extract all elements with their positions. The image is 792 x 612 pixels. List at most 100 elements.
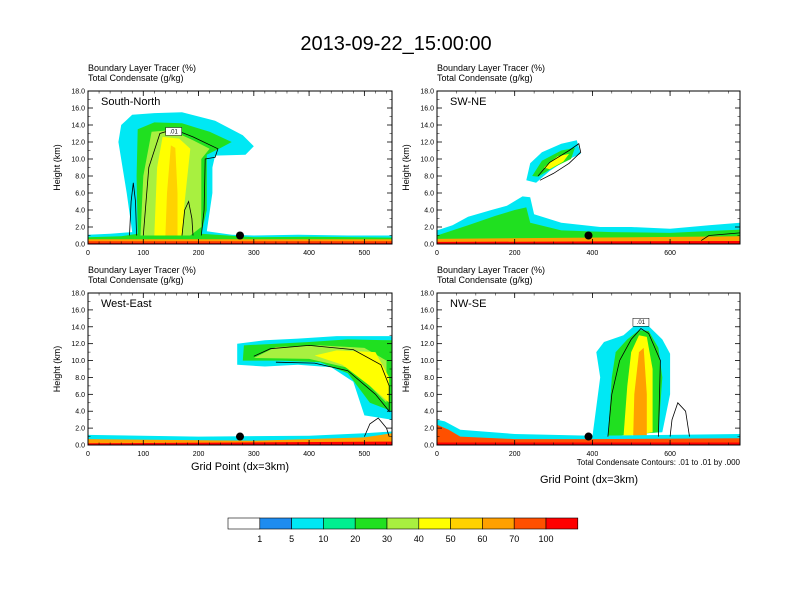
panel-title-line1: Boundary Layer Tracer (%)	[88, 265, 196, 275]
figure-title: 2013-09-22_15:00:00	[300, 33, 491, 55]
condensate-contour	[253, 344, 390, 413]
condensate-contour	[364, 417, 390, 437]
tracer-layer	[314, 350, 390, 403]
panel-name: NW-SE	[450, 298, 486, 310]
y-tick-label: 18.0	[420, 89, 434, 96]
y-tick-label: 6.0	[424, 392, 434, 399]
colorbar-swatch	[545, 517, 579, 530]
x-tick-label: 400	[303, 250, 315, 257]
location-marker	[236, 231, 244, 240]
colorbar-label: 50	[446, 534, 456, 544]
colorbar-swatch	[513, 517, 547, 530]
colorbar-swatch	[227, 517, 261, 530]
y-tick-label: 4.0	[75, 208, 85, 215]
y-tick-label: 16.0	[71, 307, 85, 314]
x-tick-label: 500	[359, 250, 371, 257]
x-tick-label: 300	[248, 451, 260, 458]
y-tick-label: 8.0	[424, 174, 434, 181]
panel-south-north: .01 0 100 200 300 400 500 0.0 2.0 4.0 6.0 8.0 10.0 12…	[52, 63, 393, 257]
y-tick-label: 18.0	[420, 291, 434, 298]
y-tick-label: 12.0	[71, 341, 85, 348]
colorbar-label: 40	[414, 534, 424, 544]
panel-title-line2: Total Condensate (g/kg)	[437, 73, 533, 83]
contour-note: Total Condensate Contours: .01 to .01 by…	[577, 458, 741, 467]
contour-label-box	[165, 127, 182, 136]
y-tick-label: 2.0	[75, 426, 85, 433]
tracer-layer	[437, 207, 740, 244]
y-tick-label: 4.0	[424, 409, 434, 416]
y-tick-label: 16.0	[420, 106, 434, 113]
condensate-contour	[669, 402, 690, 437]
panel-nw-se: .01 0 200 400 600 0.0 2.0 4.0 6.0 8.0 10.0 12.0 14.0…	[401, 265, 741, 458]
x-tick-label: 400	[587, 451, 599, 458]
condensate-contour	[700, 232, 740, 241]
y-tick-label: 10.0	[420, 358, 434, 365]
y-tick-label: 8.0	[75, 174, 85, 181]
x-tick-label: 400	[303, 451, 315, 458]
y-tick-label: 14.0	[420, 324, 434, 331]
filled-field	[437, 324, 740, 445]
y-axis-label: Height (km)	[401, 346, 411, 393]
x-tick-label: 300	[248, 250, 260, 257]
y-tick-label: 8.0	[75, 375, 85, 382]
panel-name: SW-NE	[450, 96, 486, 108]
y-tick-label: 6.0	[75, 392, 85, 399]
tracer-layer	[88, 441, 392, 445]
y-tick-label: 6.0	[75, 191, 85, 198]
panel-title-line2: Total Condensate (g/kg)	[437, 275, 533, 285]
location-marker	[584, 432, 593, 441]
y-tick-label: 6.0	[424, 191, 434, 198]
y-tick-label: 18.0	[71, 291, 85, 298]
panel-title-line1: Boundary Layer Tracer (%)	[88, 63, 196, 73]
x-tick-label: 200	[509, 451, 521, 458]
y-tick-label: 0.0	[424, 443, 434, 450]
x-tick-label: 600	[664, 250, 676, 257]
x-tick-label: 100	[137, 250, 149, 257]
panels-group: .01 0 100 200 300 400 500 0.0 2.0 4.0 6.0 8.0 10.0 12…	[52, 63, 741, 458]
y-tick-label: 4.0	[75, 409, 85, 416]
location-marker	[236, 432, 244, 441]
panel-name: South-North	[101, 96, 160, 108]
contour-label-box	[632, 317, 650, 327]
y-tick-label: 2.0	[424, 225, 434, 232]
panel-title-line2: Total Condensate (g/kg)	[88, 73, 184, 83]
y-axis-label: Height (km)	[52, 346, 62, 393]
colorbar-label: 100	[538, 534, 553, 544]
colorbar-label: 5	[289, 534, 294, 544]
x-tick-label: 400	[587, 250, 599, 257]
x-tick-label: 0	[435, 250, 439, 257]
colorbar-label: 10	[318, 534, 328, 544]
y-tick-label: 10.0	[71, 157, 85, 164]
x-tick-label: 200	[193, 451, 205, 458]
tracer-layer	[165, 145, 178, 236]
y-tick-label: 8.0	[424, 375, 434, 382]
x-tick-label: 0	[435, 451, 439, 458]
x-axis-label-left: Grid Point (dx=3km)	[191, 461, 289, 473]
x-tick-label: 100	[137, 451, 149, 458]
tracer-layer	[437, 442, 740, 445]
panel-sw-ne: 0 200 400 600 0.0 2.0 4.0 6.0 8.0 10.0 12.0 14.0 16.…	[401, 63, 741, 257]
condensate-contour	[607, 327, 661, 437]
colorbar-label: 70	[509, 534, 519, 544]
y-tick-label: 0.0	[424, 242, 434, 249]
colorbar-swatch	[259, 517, 292, 530]
colorbar-label: 60	[477, 534, 487, 544]
colorbar-swatch	[291, 517, 324, 530]
tracer-layer	[543, 153, 570, 170]
x-tick-label: 500	[359, 451, 371, 458]
colorbar-swatch	[418, 517, 451, 530]
colorbar-label: 1	[257, 534, 262, 544]
panel-west-east: 0 100 200 300 400 500 0.0 2.0 4.0 6.0 8.0 10.0 12.0 1…	[52, 265, 393, 458]
tracer-layer	[437, 424, 740, 445]
condensate-contour	[537, 143, 582, 181]
y-tick-label: 16.0	[420, 307, 434, 314]
y-tick-label: 14.0	[420, 123, 434, 130]
colorbar-swatch	[354, 517, 388, 530]
panel-title-line1: Boundary Layer Tracer (%)	[437, 265, 545, 275]
x-tick-label: 0	[86, 451, 90, 458]
y-tick-label: 14.0	[71, 324, 85, 331]
filled-field	[437, 140, 740, 244]
x-tick-label: 200	[509, 250, 521, 257]
y-axis-label: Height (km)	[52, 144, 62, 191]
